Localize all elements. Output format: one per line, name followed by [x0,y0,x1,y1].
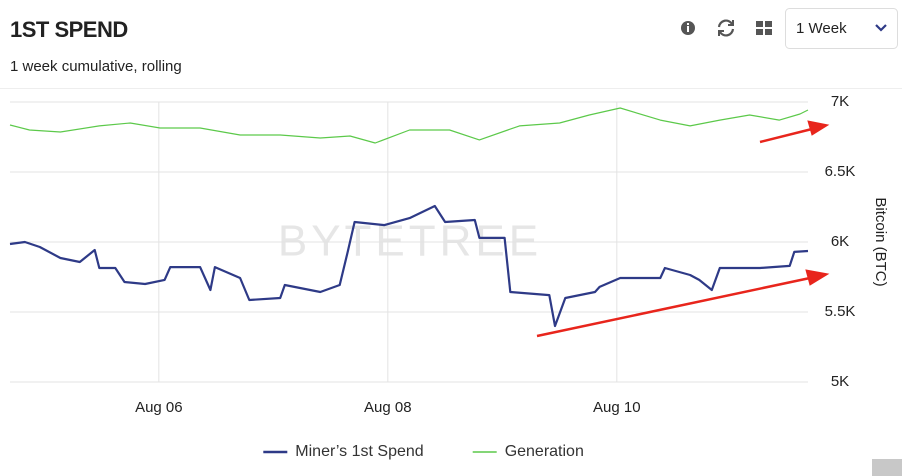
info-icon[interactable] [681,21,695,35]
annotation-arrows [536,120,830,338]
legend-item[interactable]: Miner’s 1st Spend [263,443,424,460]
range-dropdown[interactable]: 1 Week [785,8,898,49]
series-line [9,107,809,144]
watermark: BYTETREE [278,217,542,266]
x-tick-label: Aug 06 [135,399,183,416]
chart-title: 1ST SPEND [10,17,128,42]
series-line [9,204,809,328]
y-axis-label: Bitcoin (BTC) [872,197,889,286]
y-tick-label: 6K [831,233,849,250]
y-tick-label: 5K [831,373,849,390]
refresh-icon[interactable] [717,19,735,37]
y-tick-label: 7K [831,93,849,110]
legend-label: Generation [505,443,584,460]
x-tick-label: Aug 08 [364,399,412,416]
dropdown-label: 1 Week [796,20,847,37]
scroll-button[interactable] [872,459,902,476]
y-tick-label: 6.5K [825,163,856,180]
layout-icon[interactable] [756,21,772,35]
y-tick-label: 5.5K [825,303,856,320]
legend-item[interactable]: Generation [472,443,584,460]
chart-subtitle: 1 week cumulative, rolling [10,58,182,75]
legend-label: Miner’s 1st Spend [295,443,423,460]
x-tick-label: Aug 10 [593,399,641,416]
